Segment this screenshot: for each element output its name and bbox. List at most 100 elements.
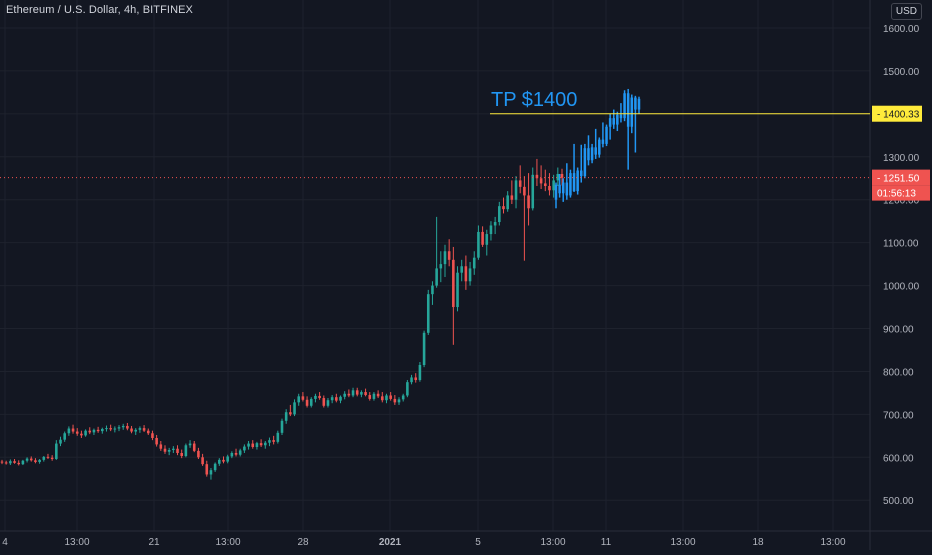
candle-body bbox=[414, 377, 418, 381]
candle-body bbox=[284, 412, 288, 421]
candle-body bbox=[172, 448, 175, 451]
y-tick-label: 800.00 bbox=[883, 367, 914, 378]
annotation-body bbox=[619, 114, 623, 119]
candle-body bbox=[151, 433, 154, 438]
candle-body bbox=[234, 453, 238, 455]
x-tick-label: 13:00 bbox=[540, 537, 565, 548]
candle-body bbox=[472, 257, 476, 269]
candle-body bbox=[25, 458, 29, 461]
candle-body bbox=[347, 393, 351, 396]
target-price-tag-bg bbox=[872, 105, 922, 122]
candle-body bbox=[213, 463, 217, 471]
candle-body bbox=[552, 180, 555, 191]
candle-body bbox=[101, 428, 104, 432]
x-tick-label: 5 bbox=[475, 537, 481, 548]
candle-body bbox=[368, 395, 372, 399]
candle-body bbox=[397, 399, 401, 403]
candle-body bbox=[109, 428, 112, 430]
candle-body bbox=[126, 425, 129, 429]
y-tick-label: 1600.00 bbox=[883, 24, 920, 35]
candle-body bbox=[55, 443, 58, 460]
candle-body bbox=[38, 459, 41, 463]
candle-body bbox=[523, 186, 526, 196]
countdown-tag-bg bbox=[872, 185, 930, 201]
candle-body bbox=[560, 173, 564, 178]
candle-body bbox=[527, 195, 530, 209]
annotation-body bbox=[576, 170, 579, 192]
candle-body bbox=[468, 268, 472, 282]
candle-body bbox=[418, 365, 422, 381]
annotation-body bbox=[590, 147, 594, 161]
candle-body bbox=[385, 395, 388, 401]
candle-body bbox=[201, 457, 204, 465]
candle-body bbox=[146, 430, 150, 434]
candle-body bbox=[0, 461, 4, 463]
candle-body bbox=[121, 425, 125, 428]
candle-body bbox=[447, 251, 451, 260]
candle-body bbox=[406, 382, 409, 396]
candle-body bbox=[293, 402, 296, 415]
candle-body bbox=[422, 332, 426, 366]
candle-body bbox=[514, 180, 518, 200]
candle-body bbox=[209, 470, 213, 475]
annotation-body bbox=[601, 139, 605, 144]
y-tick-label: 900.00 bbox=[883, 325, 914, 336]
candle-body bbox=[188, 443, 192, 446]
candle-body bbox=[238, 450, 242, 455]
candle-body bbox=[9, 461, 12, 464]
candle-body bbox=[163, 448, 167, 452]
candle-body bbox=[360, 392, 363, 395]
annotation-body bbox=[637, 98, 641, 110]
candle-body bbox=[481, 231, 484, 245]
candle-body bbox=[272, 440, 275, 442]
x-tick-label: 11 bbox=[601, 537, 612, 548]
candle-body bbox=[226, 456, 229, 462]
candle-body bbox=[506, 195, 509, 210]
target-price-tag: - 1400.33 bbox=[877, 110, 920, 121]
candle-body bbox=[280, 420, 284, 433]
candle-body bbox=[339, 396, 342, 401]
x-tick-label: 13:00 bbox=[215, 537, 240, 548]
candle-body bbox=[255, 443, 259, 447]
candle-body bbox=[318, 395, 321, 399]
candle-body bbox=[13, 461, 16, 463]
annotation-body bbox=[565, 182, 569, 196]
candle-body bbox=[176, 448, 179, 454]
candle-body bbox=[159, 444, 163, 449]
annotation-body bbox=[561, 182, 565, 194]
currency-badge[interactable]: USD bbox=[890, 3, 922, 20]
candle-body bbox=[46, 456, 50, 458]
annotation-label: TP $1400 bbox=[491, 89, 577, 111]
annotation-body bbox=[626, 93, 630, 127]
candle-body bbox=[543, 183, 547, 186]
current-price-tag: - 1251.50 bbox=[877, 174, 920, 185]
x-tick-label: 4 bbox=[2, 537, 8, 548]
x-tick-label: 13:00 bbox=[64, 537, 89, 548]
candle-body bbox=[75, 431, 79, 434]
x-tick-label: 2021 bbox=[379, 537, 402, 548]
candle-body bbox=[309, 398, 313, 406]
candle-body bbox=[535, 174, 539, 179]
candle-body bbox=[305, 399, 309, 406]
candle-body bbox=[531, 174, 535, 209]
candle-body bbox=[113, 428, 117, 430]
candle-body bbox=[243, 446, 246, 451]
candle-body bbox=[105, 428, 108, 430]
y-tick-label: 500.00 bbox=[883, 496, 914, 507]
x-tick-label: 18 bbox=[752, 537, 764, 548]
candle-body bbox=[155, 437, 158, 445]
x-tick-label: 21 bbox=[148, 537, 160, 548]
countdown-tag: 01:56:13 bbox=[877, 189, 916, 200]
annotation-body bbox=[569, 173, 572, 196]
candle-body bbox=[401, 395, 405, 400]
candle-body bbox=[485, 234, 489, 245]
candle-body bbox=[381, 396, 384, 401]
annotation-body bbox=[594, 147, 597, 155]
candle-body bbox=[518, 180, 522, 187]
y-tick-label: 1200.00 bbox=[883, 196, 920, 207]
annotation-body bbox=[583, 148, 587, 177]
candle-body bbox=[230, 453, 234, 457]
x-tick-label: 28 bbox=[297, 537, 309, 548]
